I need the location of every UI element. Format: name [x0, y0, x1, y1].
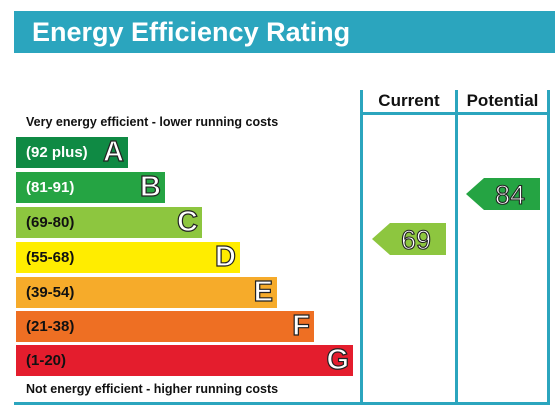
potential-rating-arrow: 84: [466, 178, 542, 210]
band-range: (92 plus): [26, 144, 88, 161]
column-divider-middle: [455, 90, 458, 405]
band-letter: C: [176, 205, 198, 238]
band-d: (55-68) D: [16, 240, 240, 274]
band-range: (21-38): [26, 318, 75, 335]
bottom-caption: Not energy efficient - higher running co…: [26, 382, 279, 396]
band-f: (21-38) F: [16, 309, 314, 343]
potential-rating-value: 84: [495, 180, 525, 210]
band-range: (69-80): [26, 214, 75, 231]
band-b: (81-91) B: [16, 170, 165, 204]
band-range: (1-20): [26, 352, 67, 369]
column-header-potential: Potential: [466, 91, 539, 110]
band-letter: G: [326, 343, 350, 376]
band-range: (81-91): [26, 179, 75, 196]
band-letter: A: [102, 135, 124, 168]
current-rating-arrow: 69: [372, 223, 448, 255]
band-letter: B: [139, 170, 161, 203]
band-letter: D: [214, 240, 236, 273]
band-letter: E: [253, 275, 274, 308]
table-bottom-line: [14, 402, 550, 405]
potential-rating-arrow-shape: [466, 178, 540, 210]
header-underline: [360, 112, 550, 115]
band-a: (92 plus) A: [16, 135, 128, 169]
current-rating-arrow-shape: [372, 223, 446, 255]
column-divider-right: [547, 90, 550, 405]
band-range: (39-54): [26, 284, 75, 301]
column-divider-left: [360, 90, 363, 405]
title-banner: Energy Efficiency Rating: [14, 11, 555, 53]
column-header-current: Current: [378, 91, 440, 110]
band-g: (1-20) G: [16, 343, 353, 377]
page-title: Energy Efficiency Rating: [32, 17, 351, 47]
band-range: (55-68): [26, 249, 75, 266]
top-caption: Very energy efficient - lower running co…: [26, 115, 279, 129]
band-letter: F: [292, 309, 311, 342]
band-e: (39-54) E: [16, 275, 277, 309]
current-rating-value: 69: [401, 225, 431, 255]
band-c: (69-80) C: [16, 205, 202, 239]
